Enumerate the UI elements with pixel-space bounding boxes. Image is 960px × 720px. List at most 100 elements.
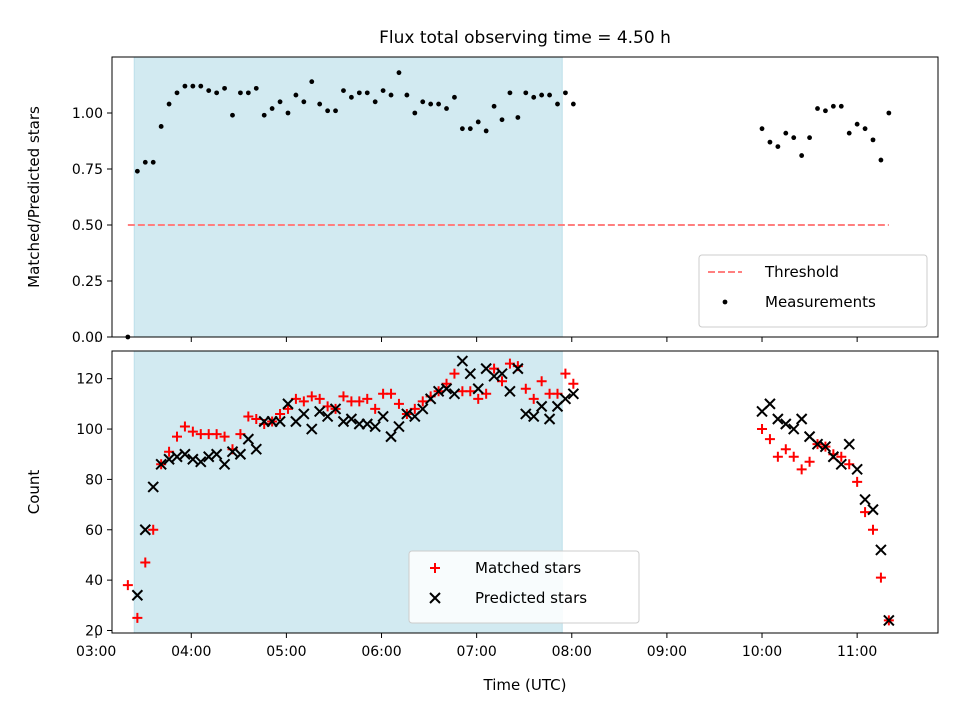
data-point xyxy=(531,94,537,100)
data-point xyxy=(757,424,768,435)
data-point xyxy=(234,448,247,460)
data-point xyxy=(512,362,524,375)
data-point xyxy=(491,103,497,109)
y-tick-label: 120 xyxy=(76,372,103,388)
data-point xyxy=(523,90,529,96)
data-point xyxy=(293,92,299,98)
legend-label: Matched stars xyxy=(475,559,581,577)
y-tick-label: 0.75 xyxy=(72,162,103,178)
data-point xyxy=(780,418,792,430)
data-point xyxy=(788,423,800,435)
data-point xyxy=(772,451,783,462)
data-point xyxy=(875,572,886,583)
data-point xyxy=(325,108,331,114)
data-point xyxy=(459,126,465,132)
data-point xyxy=(539,92,545,98)
data-point xyxy=(420,99,426,105)
data-point xyxy=(807,135,812,141)
data-point xyxy=(386,388,397,399)
data-point xyxy=(875,544,887,556)
data-point xyxy=(767,139,773,145)
data-point xyxy=(811,438,824,450)
data-point xyxy=(819,440,832,453)
y-tick-label: 1.00 xyxy=(72,106,103,122)
x-tick-label: 11:00 xyxy=(837,644,877,660)
data-point xyxy=(150,159,156,165)
data-point xyxy=(187,426,198,437)
x-tick-label: 09:00 xyxy=(647,644,687,660)
data-point xyxy=(140,557,151,568)
data-point xyxy=(788,451,799,462)
axes-frame xyxy=(111,350,939,634)
data-point xyxy=(301,99,307,105)
data-point xyxy=(456,355,469,367)
data-point xyxy=(535,400,548,413)
data-point xyxy=(854,121,860,127)
data-point xyxy=(412,110,418,116)
data-point xyxy=(815,106,820,111)
data-point xyxy=(333,108,338,114)
data-point xyxy=(132,612,143,623)
data-point xyxy=(467,126,473,132)
data-point xyxy=(218,458,231,471)
data-point xyxy=(791,135,797,141)
data-point xyxy=(449,368,460,379)
data-point xyxy=(158,124,164,129)
data-point xyxy=(555,101,560,107)
axes-frame xyxy=(111,56,939,338)
data-point xyxy=(560,368,571,379)
y-tick-label: 100 xyxy=(76,422,103,438)
data-point xyxy=(298,408,310,420)
data-point xyxy=(309,79,315,85)
data-point xyxy=(282,403,293,414)
y-tick-label: 20 xyxy=(85,623,103,639)
legend-predicted-swatch xyxy=(429,592,441,604)
data-point xyxy=(356,90,362,96)
data-point xyxy=(361,418,373,430)
data-point xyxy=(195,456,207,468)
legend-label: Predicted stars xyxy=(475,589,587,607)
data-point xyxy=(440,383,453,395)
data-point xyxy=(795,413,808,425)
data-point xyxy=(528,393,539,404)
data-point xyxy=(362,393,373,404)
data-point xyxy=(452,94,457,100)
data-point xyxy=(329,403,342,415)
data-point xyxy=(504,385,516,397)
data-point xyxy=(148,524,159,535)
x-tick-label: 07:00 xyxy=(456,644,496,660)
data-point xyxy=(147,481,159,493)
legend-measurements-swatch xyxy=(722,299,728,305)
series-predicted-stars xyxy=(131,355,895,627)
data-point xyxy=(823,108,828,114)
data-point xyxy=(198,83,204,89)
y-axis-label: Count xyxy=(25,470,43,515)
legend-label: Measurements xyxy=(765,293,876,311)
data-point xyxy=(243,411,254,422)
data-point xyxy=(372,99,378,105)
data-point xyxy=(830,103,836,109)
data-point xyxy=(472,383,484,395)
data-point xyxy=(568,378,579,389)
data-point xyxy=(432,385,445,397)
data-point xyxy=(570,101,576,107)
x-tick-label: 08:00 xyxy=(552,644,592,660)
data-point xyxy=(835,458,847,471)
x-tick-label: 06:00 xyxy=(361,644,401,660)
data-point xyxy=(354,396,365,407)
data-point xyxy=(385,430,397,443)
data-point xyxy=(436,101,441,107)
data-point xyxy=(277,99,283,105)
data-point xyxy=(337,415,350,428)
data-point xyxy=(543,413,556,425)
data-point xyxy=(404,92,410,98)
data-point xyxy=(211,429,222,440)
data-point xyxy=(380,88,386,93)
data-point xyxy=(499,117,505,123)
legend-box xyxy=(408,550,640,624)
data-point xyxy=(210,448,223,460)
data-point xyxy=(222,85,227,91)
data-point xyxy=(772,413,784,425)
data-point xyxy=(867,503,879,516)
